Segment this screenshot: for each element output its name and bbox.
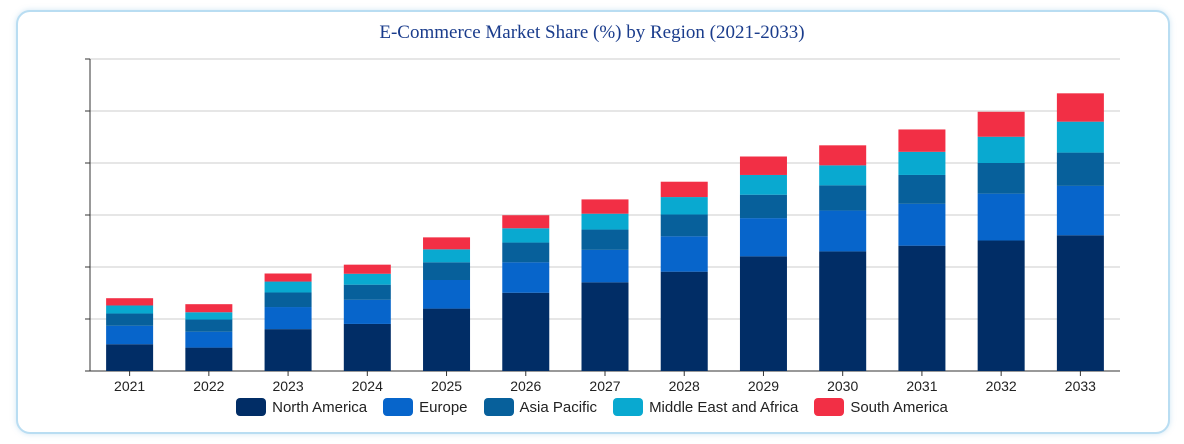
bar-segment [977, 240, 1025, 371]
bar-segment [819, 165, 867, 186]
bar-segment [343, 299, 391, 324]
bar-segment [898, 174, 946, 204]
bar-segment [1056, 152, 1104, 186]
legend-label: Europe [419, 398, 468, 416]
bar-segment [423, 262, 471, 280]
bar-segment [977, 163, 1025, 194]
bar-segment [660, 181, 708, 198]
chart-title: E-Commerce Market Share (%) by Region (2… [379, 22, 805, 43]
bar-segment [739, 194, 787, 219]
bar-segment [581, 213, 629, 230]
x-tick-label: 2023 [272, 378, 303, 394]
legend-label: Asia Pacific [519, 398, 598, 416]
bar-segment [423, 237, 471, 250]
bar-segment [185, 319, 233, 332]
legend-item: North America [236, 398, 367, 416]
bar-segment [660, 197, 708, 215]
bar-segment [581, 229, 629, 250]
bar-segment [264, 273, 312, 282]
x-tick-label: 2024 [352, 378, 383, 394]
bar-segment [977, 111, 1025, 137]
bar-segment [581, 249, 629, 283]
legend-swatch [483, 398, 514, 416]
bar-segment [106, 298, 154, 306]
legend-label: South America [850, 398, 948, 416]
x-tick-label: 2033 [1065, 378, 1096, 394]
bar-segment [1056, 93, 1104, 122]
bar-segment [185, 331, 233, 348]
chart-legend: North America Europe Asia Pacific Middle Ea… [0, 398, 1184, 416]
legend-swatch [236, 398, 267, 416]
legend-item: Middle East and Africa [613, 398, 798, 416]
bar-segment [739, 156, 787, 175]
bar-segment [819, 251, 867, 371]
legend-item: Europe [383, 398, 468, 416]
bar-segment [1056, 121, 1104, 153]
legend-item: Asia Pacific [483, 398, 598, 416]
bar-segment [343, 284, 391, 300]
bar-segment [739, 218, 787, 257]
bar-segment [898, 245, 946, 371]
bar-segment [343, 323, 391, 371]
bar-segment [898, 129, 946, 152]
bar-segment [423, 249, 471, 263]
bar-segment [106, 313, 154, 326]
bar-segment [264, 292, 312, 308]
bar-segment [660, 214, 708, 237]
bar-segment [581, 199, 629, 214]
x-tick-label: 2028 [669, 378, 700, 394]
bar-segment [819, 210, 867, 252]
bar-segment [502, 242, 550, 263]
bar-segment [502, 292, 550, 371]
bar-segment [819, 145, 867, 166]
bar-segment [502, 262, 550, 293]
bar-segment [185, 347, 233, 371]
bar-segment [977, 136, 1025, 163]
bar-segment [185, 312, 233, 320]
bar-segment [423, 308, 471, 371]
x-tick-label: 2027 [589, 378, 620, 394]
bar-segment [264, 281, 312, 293]
bar-segment [185, 304, 233, 313]
bar-segment [343, 273, 391, 285]
bar-segment [898, 151, 946, 175]
legend-swatch [814, 398, 845, 416]
bar-segment [106, 325, 154, 345]
x-tick-label: 2026 [510, 378, 541, 394]
bar-segment [739, 256, 787, 371]
bar-segment [502, 228, 550, 243]
bar-segment [660, 236, 708, 272]
bar-segment [264, 307, 312, 330]
x-tick-label: 2031 [906, 378, 937, 394]
legend-swatch [613, 398, 644, 416]
x-tick-label: 2032 [986, 378, 1017, 394]
bar-segment [106, 305, 154, 314]
bar-segment [898, 203, 946, 246]
bar-segment [739, 174, 787, 195]
legend-label: North America [272, 398, 368, 416]
x-tick-label: 2021 [114, 378, 145, 394]
bar-segment [106, 344, 154, 371]
bar-segment [1056, 235, 1104, 371]
bar-segment [581, 282, 629, 371]
legend-item: South America [814, 398, 948, 416]
x-tick-label: 2022 [193, 378, 224, 394]
x-tick-label: 2025 [431, 378, 462, 394]
legend-swatch [383, 398, 414, 416]
bar-segment [1056, 185, 1104, 236]
bar-segment [264, 329, 312, 371]
bar-segment [977, 193, 1025, 241]
legend-label: Middle East and Africa [649, 398, 799, 416]
bar-segment [502, 215, 550, 229]
bar-segment [660, 271, 708, 371]
bar-segment [819, 185, 867, 211]
x-tick-label: 2030 [827, 378, 858, 394]
bar-segment [343, 264, 391, 274]
x-tick-label: 2029 [748, 378, 779, 394]
bar-segment [423, 280, 471, 309]
